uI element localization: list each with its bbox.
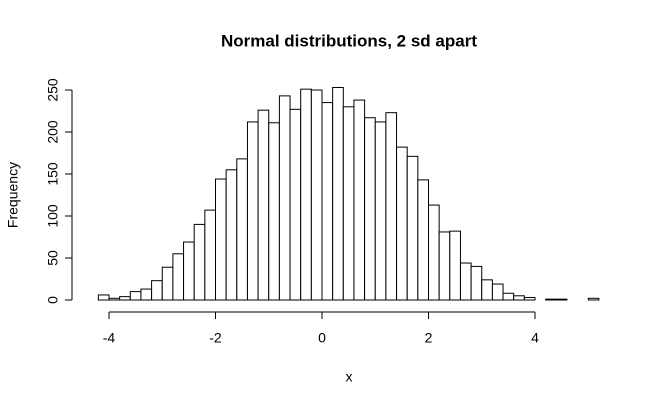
y-axis-label: Frequency [5,162,21,228]
bar [193,223,206,301]
bar [278,95,291,301]
bar [374,121,387,301]
bar [246,121,259,301]
x-tick-label: -2 [209,330,222,346]
bar [545,298,557,301]
bar [268,122,280,301]
bar [310,89,323,301]
y-tick-label: 0 [45,296,61,304]
bar [321,102,334,301]
x-axis-label: x [346,369,353,385]
bar [353,99,366,301]
y-tick-label: 250 [45,78,61,102]
bar [417,179,430,301]
bar [523,296,536,301]
y-tick-label: 100 [45,204,61,228]
bar [161,266,174,301]
bar [300,88,312,301]
y-tick-label: 150 [45,162,61,186]
bar [204,209,217,301]
bar [140,288,153,301]
bar [449,230,461,301]
x-tick-label: 2 [425,330,433,346]
bar [481,279,493,301]
bar [502,292,515,301]
bar [364,117,376,301]
bar [225,169,238,301]
bar [470,265,483,301]
bar [172,253,185,301]
bar [406,155,419,301]
chart-title: Normal distributions, 2 sd apart [221,31,477,50]
bar [385,112,398,301]
bar [119,296,131,301]
bar [396,146,408,301]
bar [108,297,121,301]
bar [97,294,110,301]
x-tick-label: 0 [318,330,326,346]
y-tick-label: 50 [45,250,61,266]
bar [491,283,504,301]
bar [438,231,451,301]
bar [555,298,568,301]
bar [342,106,355,301]
x-tick-label: 4 [531,330,539,346]
bar [183,241,195,301]
bar [428,204,440,301]
bar [236,158,248,301]
bar [459,262,472,301]
bar [587,297,600,301]
bar [257,109,270,301]
y-tick-label: 200 [45,120,61,144]
bar [513,295,525,301]
bar [215,178,227,301]
bar [151,280,163,301]
bar [332,86,344,301]
bar [289,108,302,301]
x-tick-label: -4 [103,330,116,346]
bar [129,291,142,301]
